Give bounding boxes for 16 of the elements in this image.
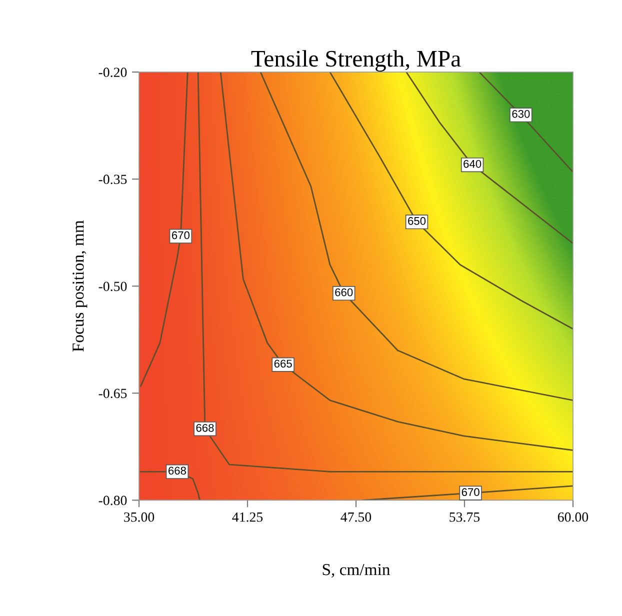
y-tick-label: -0.65 (98, 388, 127, 398)
x-tick-label: 35.00 (124, 512, 154, 522)
y-tick-label: -0.50 (98, 282, 127, 292)
line-series (260, 72, 573, 401)
y-tick-label: -0.80 (98, 496, 127, 506)
x-tick-label: 60.00 (558, 512, 588, 522)
line-series (329, 72, 573, 330)
x-tick-label: 41.25 (232, 512, 263, 522)
chart-title: Tensile Strength, MPa (251, 50, 461, 72)
x-axis-title: S, cm/min (322, 564, 390, 578)
x-tick-label: 53.75 (450, 512, 480, 522)
line-series (406, 72, 573, 244)
y-tick-label: -0.20 (98, 68, 127, 78)
x-tick-label: 47.50 (340, 512, 372, 522)
y-axis-title: Focus position, mm (72, 220, 88, 352)
y-tick-label: -0.35 (98, 174, 127, 184)
